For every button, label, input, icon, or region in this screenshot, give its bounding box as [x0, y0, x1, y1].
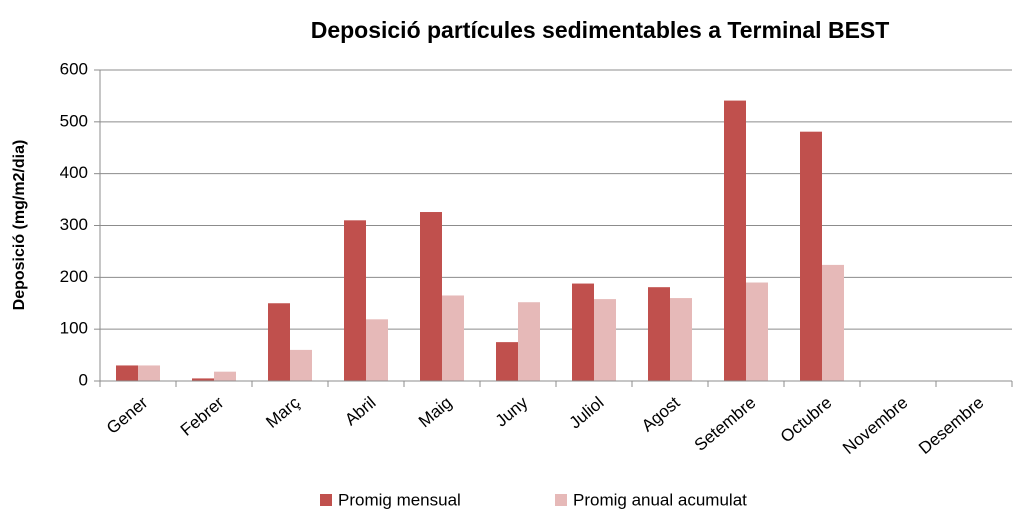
x-tick-label: Novembre — [839, 393, 911, 458]
x-tick-label: Abril — [341, 393, 379, 429]
x-tick-label: Octubre — [777, 393, 836, 446]
y-tick-label: 500 — [60, 111, 88, 130]
y-tick-label: 400 — [60, 163, 88, 182]
y-tick-label: 600 — [60, 59, 88, 78]
y-axis-label: Deposició (mg/m2/dia) — [11, 140, 28, 311]
bar — [724, 100, 746, 381]
x-tick-label: Juny — [492, 393, 532, 431]
x-tick-label: Març — [262, 393, 304, 432]
bar — [192, 378, 214, 381]
x-tick-label: Agost — [638, 393, 684, 436]
y-tick-label: 200 — [60, 267, 88, 286]
x-tick-label: Setembre — [691, 393, 760, 455]
bar — [670, 298, 692, 381]
x-tick-label: Gener — [103, 393, 152, 438]
bar — [420, 212, 442, 381]
bar — [268, 303, 290, 381]
bar — [496, 342, 518, 381]
bar — [648, 287, 670, 381]
y-tick-label: 100 — [60, 319, 88, 338]
chart-title: Deposició partícules sedimentables a Ter… — [311, 17, 890, 43]
bar — [290, 349, 312, 381]
legend-swatch — [320, 494, 332, 506]
bar — [572, 283, 594, 381]
bar — [344, 220, 366, 381]
bar — [800, 131, 822, 381]
x-tick-label: Febrer — [177, 393, 228, 440]
y-tick-label: 300 — [60, 215, 88, 234]
bar — [442, 295, 464, 381]
bar — [366, 319, 388, 381]
legend-label: Promig mensual — [338, 490, 461, 509]
y-tick-label: 0 — [79, 370, 88, 389]
legend-label: Promig anual acumulat — [573, 490, 747, 509]
bar — [116, 365, 138, 381]
bar — [746, 282, 768, 381]
bar — [214, 371, 236, 381]
x-tick-label: Maig — [415, 393, 455, 431]
bar — [138, 365, 160, 381]
bar — [518, 302, 540, 381]
bar — [822, 264, 844, 381]
x-tick-label: Juliol — [566, 393, 608, 432]
x-tick-label: Desembre — [915, 393, 987, 458]
bar — [594, 299, 616, 381]
legend-swatch — [555, 494, 567, 506]
